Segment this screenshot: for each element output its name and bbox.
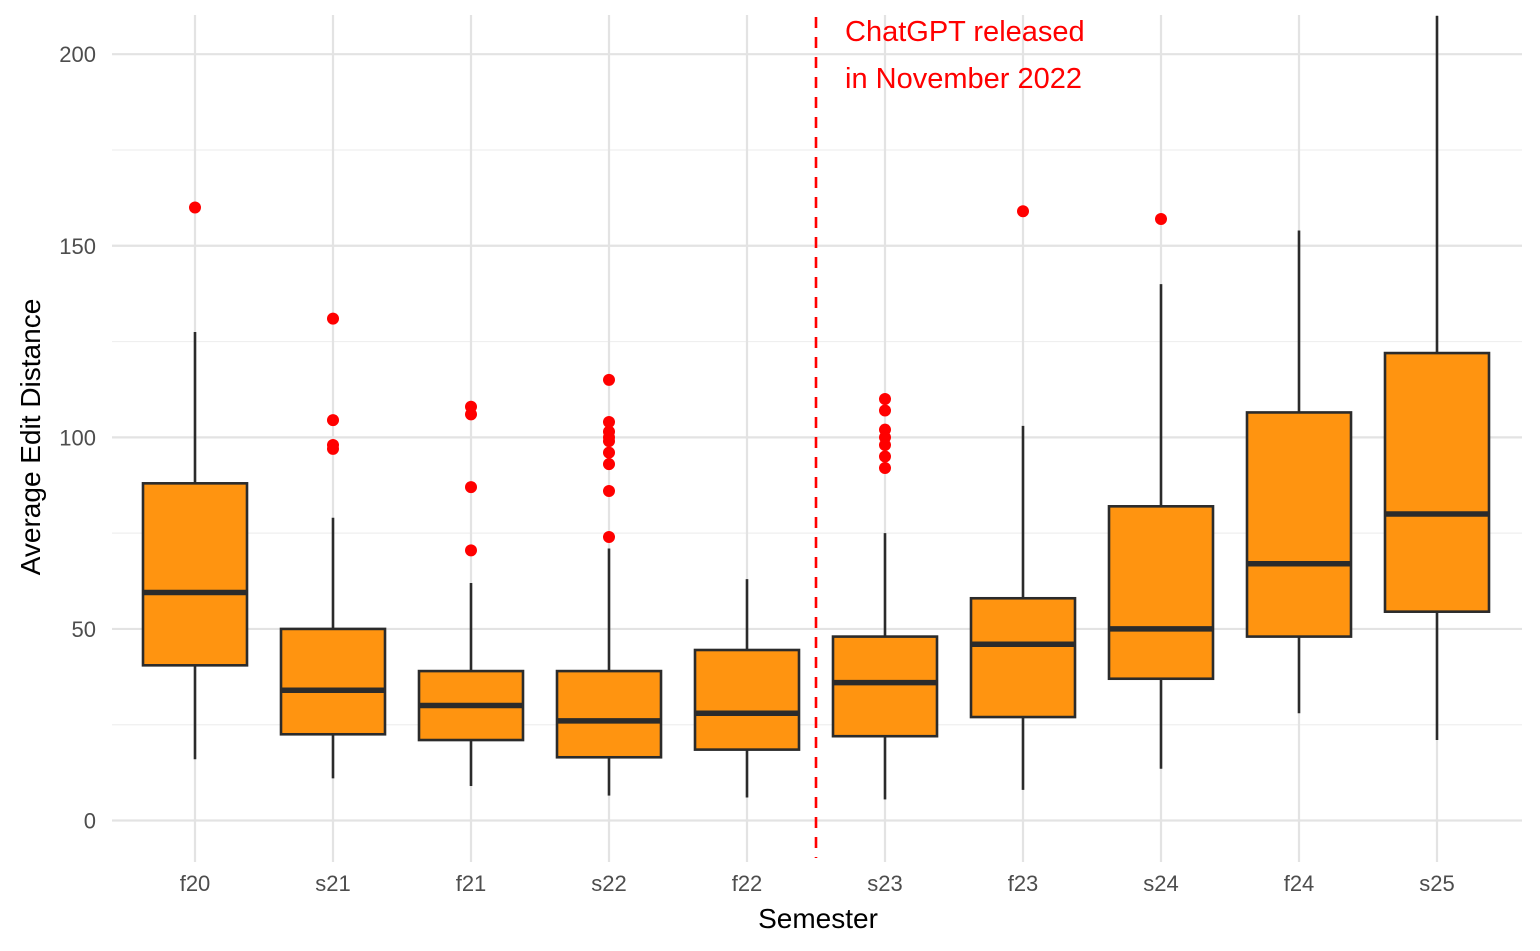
x-tick-label-f21: f21 — [456, 871, 487, 896]
box-body-f22 — [693, 648, 801, 751]
box-s25 — [1383, 15, 1491, 741]
outlier-f21-3 — [465, 400, 477, 413]
x-tick-label-f20: f20 — [180, 871, 211, 896]
outlier-s22-2 — [603, 458, 615, 471]
outlier-s22-6 — [603, 425, 615, 438]
box-body-f20 — [141, 482, 249, 667]
outlier-f21-1 — [465, 481, 477, 494]
outlier-s22-7 — [603, 416, 615, 429]
outlier-s24-0 — [1155, 212, 1167, 225]
box-series — [141, 15, 1491, 800]
box-s24 — [1107, 212, 1215, 769]
box-f20 — [141, 201, 249, 760]
outlier-s23-5 — [879, 404, 891, 417]
outlier-s23-6 — [879, 393, 891, 406]
y-tick-label-100: 100 — [59, 425, 96, 450]
x-axis-title: Semester — [758, 903, 878, 934]
x-tick-label-s21: s21 — [315, 871, 350, 896]
box-body-s24 — [1107, 505, 1215, 681]
box-body-s22 — [555, 669, 663, 759]
y-tick-label-50: 50 — [72, 617, 96, 642]
outlier-s22-8 — [603, 373, 615, 386]
x-axis-tick-labels: f20 s21 f21 s22 f22 s23 f23 s24 f24 s25 — [180, 871, 1455, 896]
y-axis-title: Average Edit Distance — [15, 299, 46, 576]
outlier-s22-1 — [603, 484, 615, 497]
outlier-f21-0 — [465, 544, 477, 557]
box-f23 — [969, 205, 1077, 790]
box-s21 — [279, 312, 387, 779]
x-tick-label-s23: s23 — [867, 871, 902, 896]
box-s23 — [831, 393, 939, 800]
box-s22 — [555, 373, 663, 796]
outlier-f23-0 — [1017, 205, 1029, 218]
box-f24 — [1245, 230, 1353, 714]
x-tick-label-s22: s22 — [591, 871, 626, 896]
outlier-s22-3 — [603, 446, 615, 459]
outlier-s21-2 — [327, 414, 339, 427]
outlier-s23-0 — [879, 462, 891, 475]
y-tick-label-200: 200 — [59, 42, 96, 67]
chatgpt-annotation: ChatGPT released in November 2022 — [814, 16, 1085, 858]
x-tick-label-f22: f22 — [732, 871, 763, 896]
outlier-s23-1 — [879, 450, 891, 463]
outlier-s21-1 — [327, 439, 339, 452]
outlier-f20-0 — [189, 201, 201, 214]
box-f21 — [417, 400, 525, 787]
box-f22 — [693, 579, 801, 798]
outlier-s21-3 — [327, 312, 339, 325]
outlier-s23-4 — [879, 423, 891, 436]
x-tick-label-s24: s24 — [1143, 871, 1178, 896]
box-body-f24 — [1245, 411, 1353, 638]
y-axis-tick-labels: 0 50 100 150 200 — [59, 42, 96, 833]
y-tick-label-0: 0 — [84, 809, 96, 834]
box-body-f23 — [969, 596, 1077, 719]
box-body-s21 — [279, 627, 387, 736]
outlier-s22-0 — [603, 530, 615, 543]
x-tick-label-f23: f23 — [1008, 871, 1039, 896]
annotation-text-line-1: ChatGPT released — [845, 16, 1085, 48]
annotation-text-line-2: in November 2022 — [845, 63, 1082, 95]
x-tick-label-f24: f24 — [1284, 871, 1315, 896]
box-body-s23 — [831, 635, 939, 738]
y-tick-label-150: 150 — [59, 234, 96, 259]
box-body-s25 — [1383, 351, 1491, 613]
x-tick-label-s25: s25 — [1419, 871, 1454, 896]
